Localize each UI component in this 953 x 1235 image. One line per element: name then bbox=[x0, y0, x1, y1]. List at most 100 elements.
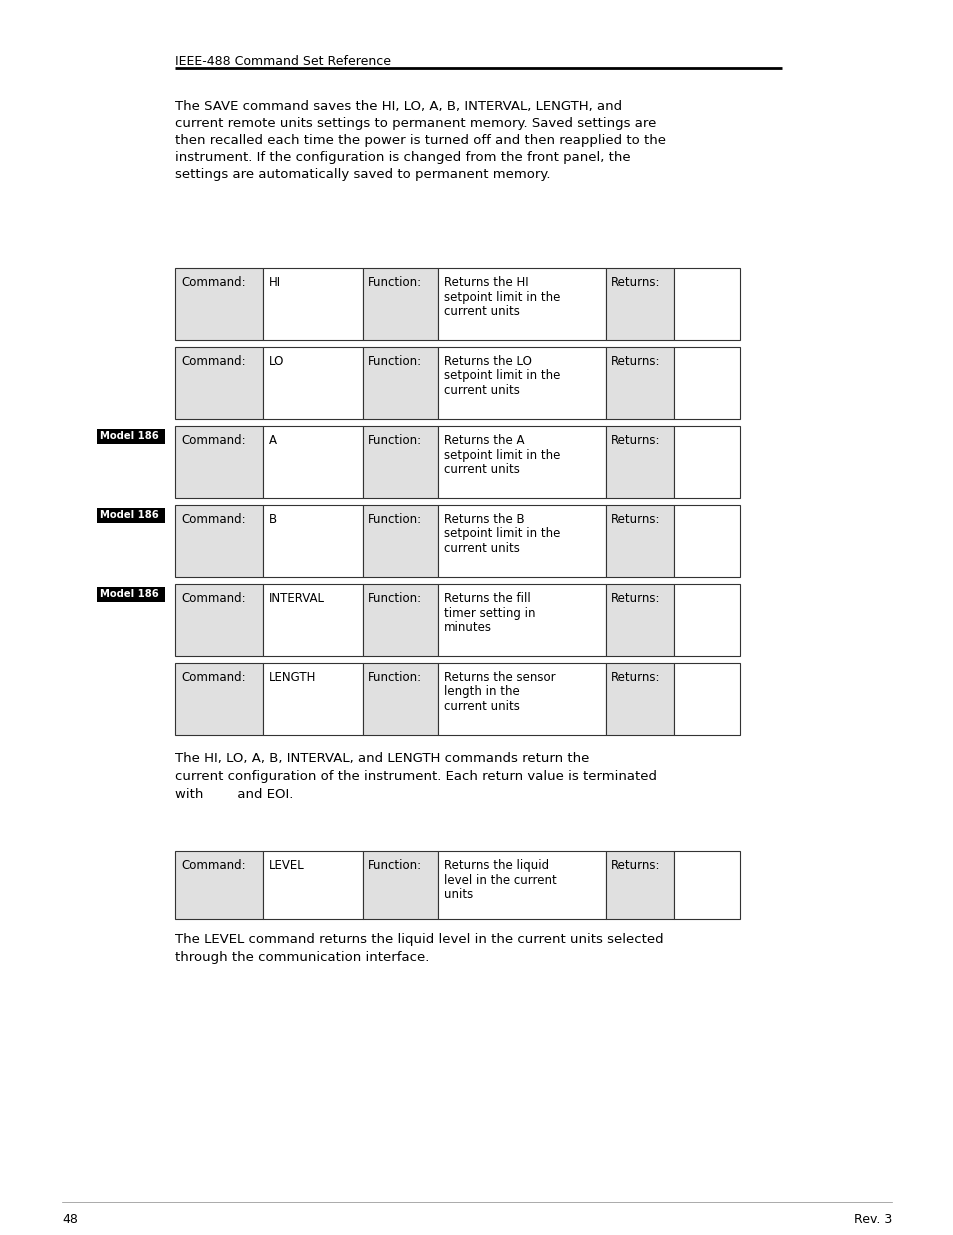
Bar bbox=[263, 268, 363, 340]
Bar bbox=[605, 505, 673, 577]
Text: Model 186: Model 186 bbox=[100, 589, 158, 599]
Bar bbox=[174, 505, 263, 577]
Text: A: A bbox=[269, 433, 276, 447]
Bar bbox=[97, 508, 165, 522]
Text: setpoint limit in the: setpoint limit in the bbox=[443, 369, 559, 383]
Text: Returns:: Returns: bbox=[610, 592, 659, 605]
Bar bbox=[263, 851, 363, 919]
Bar bbox=[605, 426, 673, 498]
Text: Function:: Function: bbox=[368, 860, 421, 872]
Text: Command:: Command: bbox=[181, 275, 245, 289]
Bar bbox=[363, 584, 437, 656]
Text: Command:: Command: bbox=[181, 671, 245, 684]
Bar bbox=[363, 663, 437, 735]
Text: current remote units settings to permanent memory. Saved settings are: current remote units settings to permane… bbox=[174, 117, 656, 130]
Text: setpoint limit in the: setpoint limit in the bbox=[443, 527, 559, 541]
Text: instrument. If the configuration is changed from the front panel, the: instrument. If the configuration is chan… bbox=[174, 151, 630, 164]
Text: Function:: Function: bbox=[368, 433, 421, 447]
Bar bbox=[263, 426, 363, 498]
Bar bbox=[673, 347, 740, 419]
Bar bbox=[437, 426, 605, 498]
Text: Returns the A: Returns the A bbox=[443, 433, 524, 447]
Bar bbox=[605, 663, 673, 735]
Bar bbox=[174, 584, 263, 656]
Bar bbox=[605, 347, 673, 419]
Bar bbox=[673, 268, 740, 340]
Text: Command:: Command: bbox=[181, 860, 245, 872]
Text: minutes: minutes bbox=[443, 621, 492, 634]
Bar bbox=[174, 347, 263, 419]
Bar bbox=[363, 426, 437, 498]
Text: through the communication interface.: through the communication interface. bbox=[174, 951, 429, 965]
Bar bbox=[363, 268, 437, 340]
Text: LEVEL: LEVEL bbox=[269, 860, 304, 872]
Text: Function:: Function: bbox=[368, 513, 421, 526]
Text: current configuration of the instrument. Each return value is terminated: current configuration of the instrument.… bbox=[174, 769, 657, 783]
Text: Returns the HI: Returns the HI bbox=[443, 275, 528, 289]
Text: Model 186: Model 186 bbox=[100, 431, 158, 441]
Text: Returns:: Returns: bbox=[610, 671, 659, 684]
Bar bbox=[673, 663, 740, 735]
Bar bbox=[437, 584, 605, 656]
Text: settings are automatically saved to permanent memory.: settings are automatically saved to perm… bbox=[174, 168, 550, 182]
Bar bbox=[174, 268, 263, 340]
Text: setpoint limit in the: setpoint limit in the bbox=[443, 448, 559, 462]
Bar bbox=[97, 429, 165, 445]
Bar bbox=[363, 851, 437, 919]
Bar bbox=[174, 663, 263, 735]
Text: Function:: Function: bbox=[368, 354, 421, 368]
Text: current units: current units bbox=[443, 700, 519, 713]
Text: Command:: Command: bbox=[181, 433, 245, 447]
Bar bbox=[263, 663, 363, 735]
Text: HI: HI bbox=[269, 275, 281, 289]
Text: Returns the sensor: Returns the sensor bbox=[443, 671, 555, 684]
Text: Returns:: Returns: bbox=[610, 433, 659, 447]
Bar bbox=[437, 268, 605, 340]
Text: Rev. 3: Rev. 3 bbox=[853, 1213, 891, 1226]
Bar bbox=[97, 587, 165, 601]
Text: Returns the LO: Returns the LO bbox=[443, 354, 532, 368]
Text: current units: current units bbox=[443, 542, 519, 555]
Text: Command:: Command: bbox=[181, 592, 245, 605]
Bar bbox=[437, 851, 605, 919]
Bar bbox=[673, 851, 740, 919]
Bar bbox=[673, 505, 740, 577]
Text: The HI, LO, A, B, INTERVAL, and LENGTH commands return the: The HI, LO, A, B, INTERVAL, and LENGTH c… bbox=[174, 752, 589, 764]
Text: The LEVEL command returns the liquid level in the current units selected: The LEVEL command returns the liquid lev… bbox=[174, 932, 663, 946]
Bar bbox=[605, 268, 673, 340]
Text: units: units bbox=[443, 888, 473, 902]
Text: timer setting in: timer setting in bbox=[443, 606, 535, 620]
Bar bbox=[363, 347, 437, 419]
Text: current units: current units bbox=[443, 305, 519, 317]
Text: Returns:: Returns: bbox=[610, 354, 659, 368]
Text: Function:: Function: bbox=[368, 592, 421, 605]
Text: level in the current: level in the current bbox=[443, 873, 557, 887]
Bar bbox=[437, 505, 605, 577]
Bar bbox=[673, 584, 740, 656]
Text: LENGTH: LENGTH bbox=[269, 671, 316, 684]
Text: with        and EOI.: with and EOI. bbox=[174, 788, 294, 802]
Text: Returns the liquid: Returns the liquid bbox=[443, 860, 549, 872]
Bar bbox=[174, 851, 263, 919]
Bar bbox=[174, 426, 263, 498]
Bar bbox=[437, 663, 605, 735]
Text: Returns the fill: Returns the fill bbox=[443, 592, 530, 605]
Bar bbox=[263, 347, 363, 419]
Text: The SAVE command saves the HI, LO, A, B, INTERVAL, LENGTH, and: The SAVE command saves the HI, LO, A, B,… bbox=[174, 100, 621, 112]
Bar bbox=[673, 426, 740, 498]
Text: 48: 48 bbox=[62, 1213, 78, 1226]
Text: Returns the B: Returns the B bbox=[443, 513, 524, 526]
Text: current units: current units bbox=[443, 463, 519, 475]
Text: Returns:: Returns: bbox=[610, 513, 659, 526]
Bar bbox=[437, 347, 605, 419]
Text: then recalled each time the power is turned off and then reapplied to the: then recalled each time the power is tur… bbox=[174, 135, 665, 147]
Text: INTERVAL: INTERVAL bbox=[269, 592, 325, 605]
Bar bbox=[605, 851, 673, 919]
Bar bbox=[605, 584, 673, 656]
Bar bbox=[363, 505, 437, 577]
Text: Function:: Function: bbox=[368, 275, 421, 289]
Text: Returns:: Returns: bbox=[610, 275, 659, 289]
Bar bbox=[263, 505, 363, 577]
Text: length in the: length in the bbox=[443, 685, 519, 699]
Text: Function:: Function: bbox=[368, 671, 421, 684]
